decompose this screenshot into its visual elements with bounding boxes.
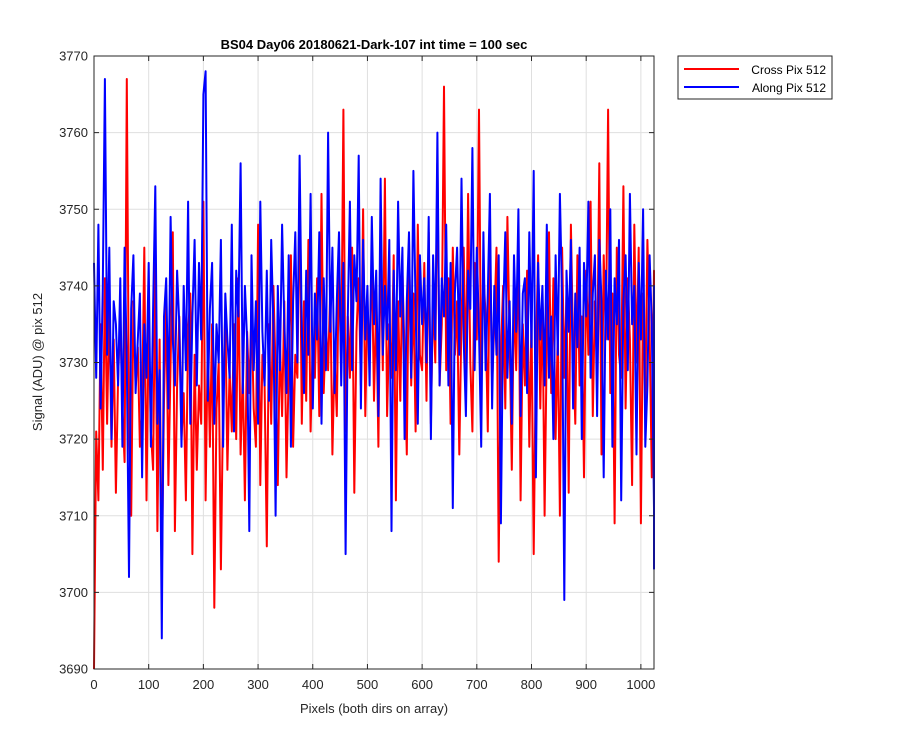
y-tick-label: 3730 (59, 355, 88, 370)
legend[interactable]: Cross Pix 512 Along Pix 512 (677, 55, 833, 100)
x-tick-label: 400 (302, 677, 324, 692)
series-line-along-pix-512 (93, 70, 655, 640)
y-tick-label: 3760 (59, 125, 88, 140)
x-tick-label: 500 (357, 677, 379, 692)
y-tick-label: 3710 (59, 508, 88, 523)
y-tick-label: 3720 (59, 432, 88, 447)
legend-label-along: Along Pix 512 (752, 81, 826, 95)
x-tick-label: 200 (193, 677, 215, 692)
chart-title: BS04 Day06 20180621-Dark-107 int time = … (221, 37, 528, 52)
x-tick-label: 700 (466, 677, 488, 692)
y-tick-label: 3740 (59, 278, 88, 293)
x-tick-label: 1000 (626, 677, 655, 692)
series-layer (93, 70, 655, 670)
x-tick-label: 900 (575, 677, 597, 692)
x-tick-label: 100 (138, 677, 160, 692)
legend-box (677, 55, 833, 100)
legend-label-cross: Cross Pix 512 (751, 63, 826, 77)
y-tick-label: 3770 (59, 49, 88, 64)
x-axis-label: Pixels (both dirs on array) (300, 701, 448, 716)
x-tick-label: 600 (411, 677, 433, 692)
y-tick-label: 3700 (59, 585, 88, 600)
ticks: 0 100 200 300 400 500 600 700 800 900 1000 3690 3700… (59, 49, 655, 693)
y-tick-label: 3750 (59, 202, 88, 217)
y-tick-label: 3690 (59, 662, 88, 677)
series-line-cross-pix-512 (93, 78, 655, 670)
x-tick-label: 0 (90, 677, 97, 692)
x-tick-label: 300 (247, 677, 269, 692)
x-tick-label: 800 (521, 677, 543, 692)
y-axis-label: Signal (ADU) @ pix 512 (30, 293, 45, 431)
